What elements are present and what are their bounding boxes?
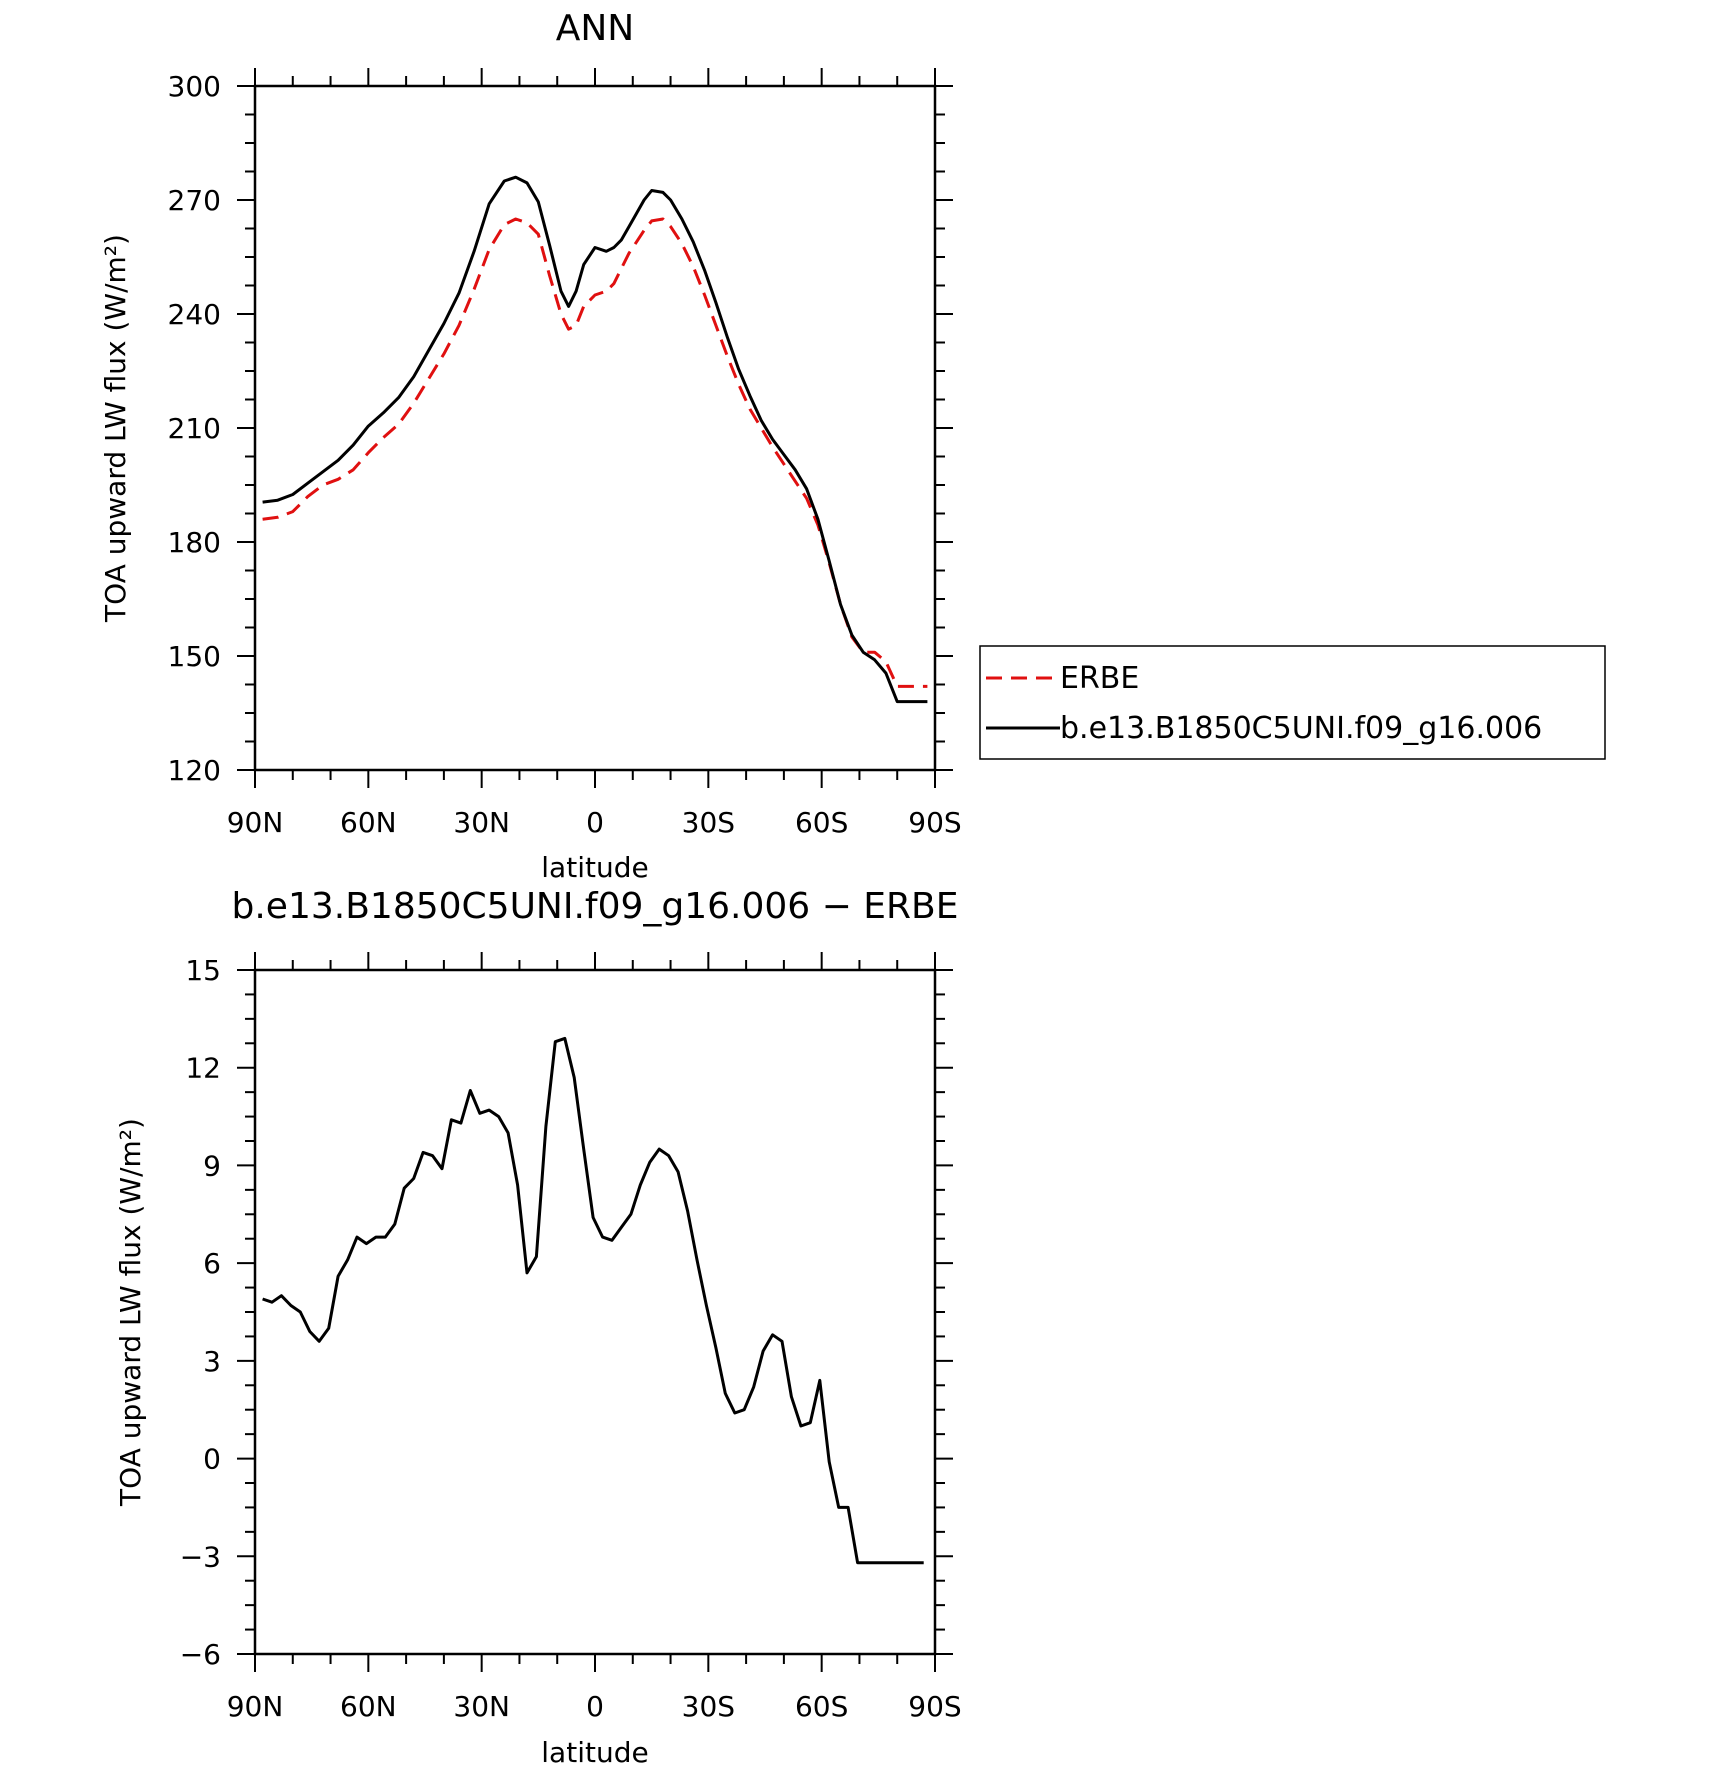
- chart-panel-2: b.e13.B1850C5UNI.f09_g16.006 − ERBE −6 −3 0…: [114, 886, 962, 1767]
- x-tick-label: 60N: [340, 806, 397, 839]
- series-line-1: [262, 217, 928, 688]
- series-line-1: [262, 1036, 924, 1565]
- y-tick-label: 240: [168, 298, 221, 331]
- x-tick-label: 90S: [908, 1690, 961, 1723]
- x-tick-label: 30S: [682, 806, 735, 839]
- x-tick-label: 90S: [908, 806, 961, 839]
- x-axis-label: latitude: [541, 851, 648, 884]
- y-tick-label: 270: [168, 184, 221, 217]
- y-tick-label: 120: [168, 754, 221, 787]
- chart-title: b.e13.B1850C5UNI.f09_g16.006 − ERBE: [232, 886, 959, 927]
- x-tick-label: 30N: [453, 806, 510, 839]
- legend: ERBE b.e13.B1850C5UNI.f09_g16.006: [979, 645, 1606, 760]
- y-tick-label: 3: [203, 1345, 221, 1378]
- x-tick-label: 60N: [340, 1690, 397, 1723]
- y-tick-label: 210: [168, 412, 221, 445]
- x-tick-label: 0: [586, 1690, 604, 1723]
- x-tick-label: 0: [586, 806, 604, 839]
- x-tick-label: 30N: [453, 1690, 510, 1723]
- x-tick-label: 60S: [795, 806, 848, 839]
- y-tick-label: 0: [203, 1443, 221, 1476]
- y-tick-label: 12: [185, 1052, 221, 1085]
- chart-title: ANN: [556, 8, 635, 49]
- x-tick-label: 90N: [227, 806, 284, 839]
- x-tick-label: 30S: [682, 1690, 735, 1723]
- legend-label-2: b.e13.B1850C5UNI.f09_g16.006: [1060, 711, 1542, 746]
- y-tick-label: 150: [168, 640, 221, 673]
- x-axis-label: latitude: [541, 1736, 648, 1767]
- legend-label-1: ERBE: [1060, 661, 1139, 696]
- y-tick-label: −6: [180, 1638, 221, 1671]
- y-axis-label: TOA upward LW flux (W/m²): [99, 234, 132, 623]
- y-tick-label: 300: [168, 70, 221, 103]
- legend-box: [979, 645, 1606, 760]
- y-axis-label: TOA upward LW flux (W/m²): [114, 1118, 147, 1507]
- chart-panel-1: ANN 120 150 180 210 240 270 300 90N 60N 30N 0 30S 60S…: [99, 8, 1606, 884]
- y-tick-label: 180: [168, 526, 221, 559]
- y-tick-label: 15: [185, 954, 221, 987]
- plot-frame: [253, 968, 937, 1656]
- y-tick-label: 9: [203, 1149, 221, 1182]
- plot-frame: [253, 84, 937, 772]
- x-tick-label: 90N: [227, 1690, 284, 1723]
- series-line-2: [262, 175, 928, 704]
- x-tick-label: 60S: [795, 1690, 848, 1723]
- y-tick-label: −3: [180, 1540, 221, 1573]
- y-tick-label: 6: [203, 1247, 221, 1280]
